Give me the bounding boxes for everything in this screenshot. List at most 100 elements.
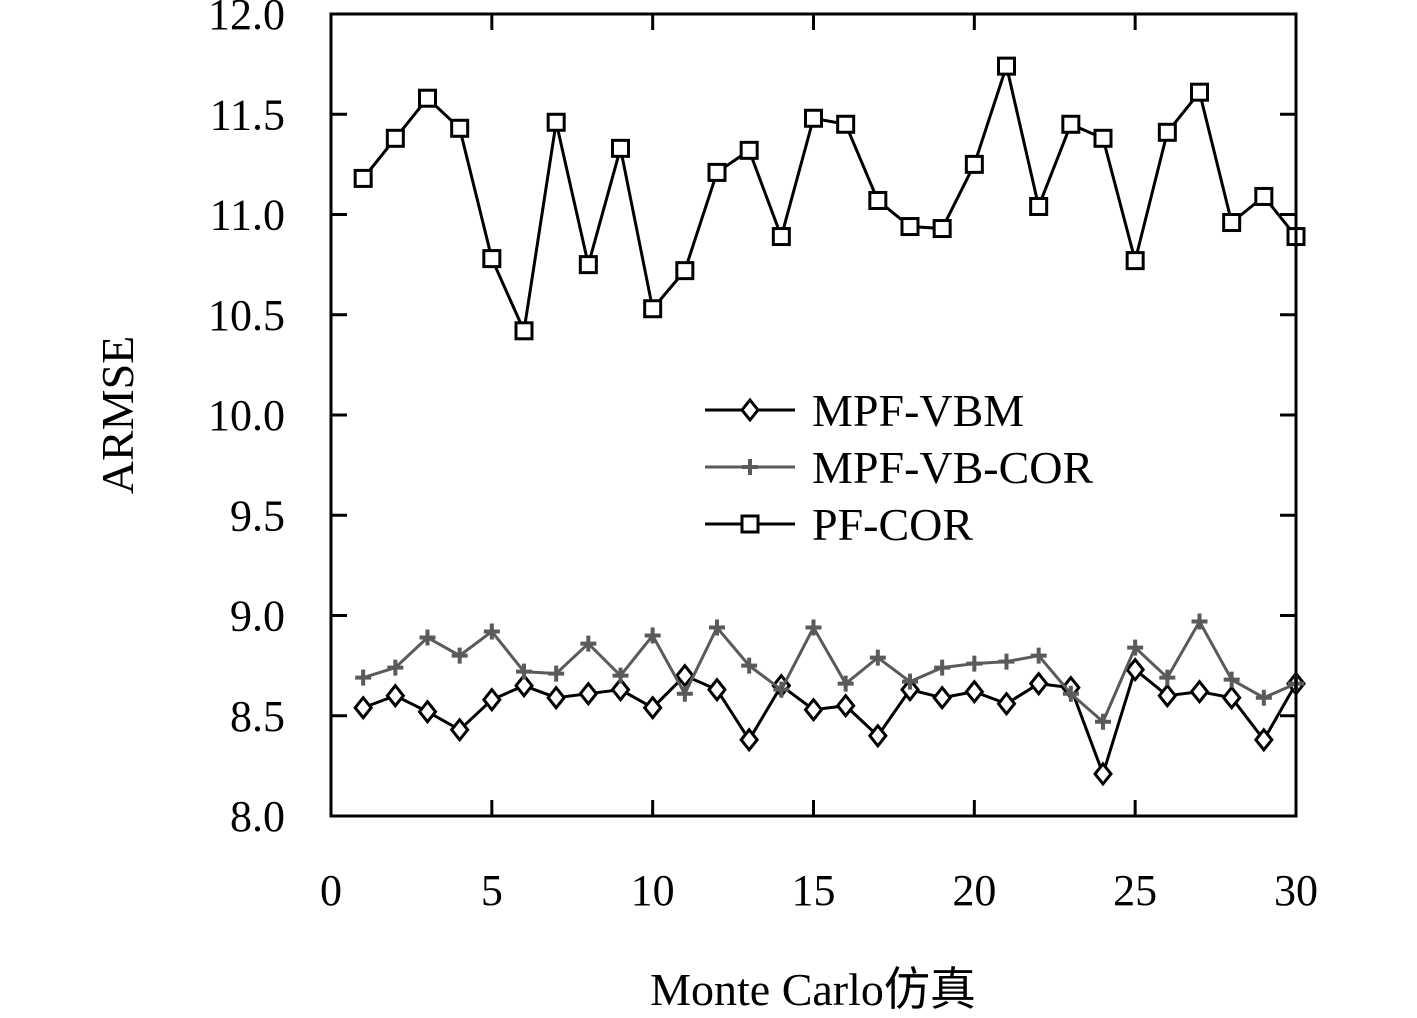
y-tick-label: 12.0 <box>208 0 285 39</box>
diamond-marker <box>353 695 374 721</box>
diamond-marker <box>707 677 727 703</box>
plus-marker <box>934 659 951 676</box>
series-group <box>353 56 1306 787</box>
series-pf-cor <box>353 56 1306 341</box>
square-marker <box>514 321 534 341</box>
series-mpf-vbm <box>353 657 1306 787</box>
square-marker <box>1157 122 1177 142</box>
square-marker <box>900 217 920 237</box>
plus-marker <box>676 685 693 702</box>
plus-marker <box>1127 639 1144 656</box>
plus-marker <box>1030 647 1047 664</box>
diamond-marker <box>867 723 888 749</box>
square-marker <box>1254 186 1274 206</box>
series-line <box>361 60 1298 337</box>
legend: MPF-VBM MPF-VB-COR PF-COR <box>705 385 1094 550</box>
square-marker <box>868 190 888 210</box>
diamond-marker <box>996 691 1017 717</box>
plus-marker <box>355 669 372 686</box>
square-marker <box>964 154 984 174</box>
square-marker <box>1222 213 1242 233</box>
x-tick-label: 0 <box>320 866 342 915</box>
plus-marker <box>483 623 500 640</box>
diamond-marker <box>1253 727 1274 753</box>
diamond-marker <box>1157 683 1178 709</box>
legend-label: PF-COR <box>812 499 973 550</box>
diamond-marker <box>449 717 470 743</box>
square-marker <box>578 255 598 275</box>
x-tick-label: 30 <box>1274 866 1318 915</box>
diamond-marker <box>1221 685 1242 711</box>
diamond-marker <box>900 677 920 703</box>
square-marker <box>707 162 727 182</box>
plus-marker <box>773 681 790 698</box>
diamond-marker <box>835 693 856 719</box>
legend-item: MPF-VB-COR <box>705 442 1094 493</box>
y-tick-label: 10.5 <box>208 291 285 340</box>
diamond-marker <box>803 697 824 723</box>
plus-marker <box>1159 669 1176 686</box>
plus-marker <box>644 627 661 644</box>
plus-marker <box>1223 671 1240 688</box>
legend-label: MPF-VB-COR <box>812 442 1094 493</box>
square-marker <box>1029 196 1049 216</box>
square-marker <box>1093 128 1113 148</box>
y-axis-label: ARMSE <box>92 336 143 494</box>
square-marker <box>385 128 405 148</box>
plus-marker <box>548 665 565 682</box>
diamond-marker <box>1028 671 1049 697</box>
square-marker <box>611 138 630 158</box>
diamond-marker <box>385 683 406 709</box>
diamond-marker <box>674 663 695 689</box>
square-marker <box>739 140 759 160</box>
plus-marker <box>1191 613 1208 630</box>
diamond-marker <box>578 681 599 707</box>
square-marker <box>804 108 823 128</box>
series-line <box>362 667 1298 779</box>
plus-marker <box>516 663 532 680</box>
y-tick-label: 8.5 <box>230 692 285 741</box>
plus-marker <box>741 657 758 674</box>
diamond-marker <box>964 679 985 705</box>
plus-marker <box>742 459 758 475</box>
legend-label: MPF-VBM <box>812 385 1024 436</box>
plot-frame <box>329 12 1298 818</box>
diamond-marker <box>1189 679 1210 705</box>
series-mpf-vb-cor <box>355 613 1304 730</box>
square-marker <box>1061 114 1081 134</box>
diamond-marker <box>481 687 502 713</box>
plus-marker <box>387 659 404 676</box>
y-tick-label: 8.0 <box>230 792 285 841</box>
square-marker <box>643 299 663 319</box>
plus-marker <box>902 673 918 690</box>
plus-marker <box>837 675 854 692</box>
square-marker <box>740 514 760 534</box>
square-marker <box>418 88 437 108</box>
diamond-marker <box>642 695 663 721</box>
y-tick-label: 11.0 <box>210 191 285 240</box>
square-marker <box>1125 251 1145 271</box>
diamond-marker <box>740 397 760 423</box>
diamond-marker <box>1093 761 1113 787</box>
square-marker <box>932 219 952 239</box>
plus-marker <box>1062 685 1079 702</box>
diamond-marker <box>514 673 534 699</box>
legend-item: MPF-VBM <box>705 385 1024 436</box>
square-marker <box>675 261 695 281</box>
x-tick-label: 15 <box>792 866 836 915</box>
x-tick-label: 10 <box>631 866 675 915</box>
x-tick-label: 20 <box>952 866 996 915</box>
plus-marker <box>451 647 468 664</box>
x-tick-label: 25 <box>1113 866 1157 915</box>
plus-marker <box>1255 689 1272 706</box>
legend-item: PF-COR <box>705 499 973 550</box>
plus-marker <box>612 667 629 684</box>
x-tick-label: 5 <box>481 866 503 915</box>
square-marker <box>482 249 502 269</box>
series-line <box>362 618 1297 725</box>
plus-marker <box>966 655 983 672</box>
plus-marker <box>869 649 886 666</box>
diamond-marker <box>610 677 631 703</box>
square-marker <box>997 56 1016 76</box>
